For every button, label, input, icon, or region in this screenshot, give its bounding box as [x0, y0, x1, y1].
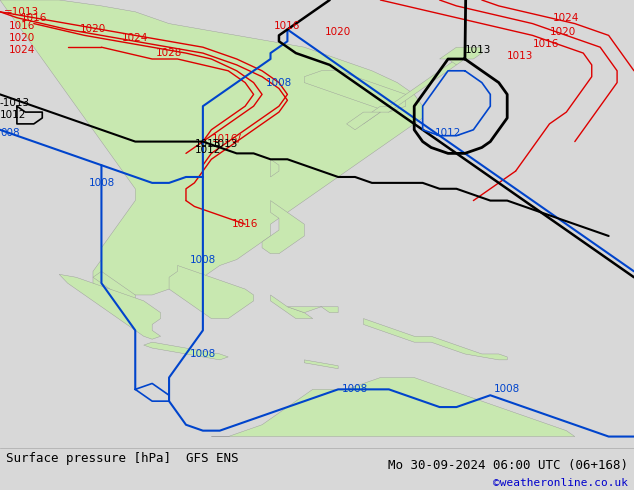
Text: 1024: 1024 [553, 13, 579, 23]
Text: Surface pressure [hPa]  GFS ENS: Surface pressure [hPa] GFS ENS [6, 452, 239, 465]
Polygon shape [363, 318, 507, 360]
Text: =1013: =1013 [4, 7, 39, 17]
Polygon shape [169, 266, 254, 319]
Text: 1024: 1024 [8, 45, 35, 55]
Text: 1013: 1013 [465, 45, 491, 55]
Text: -1013: -1013 [0, 98, 30, 108]
Polygon shape [347, 112, 380, 130]
Polygon shape [271, 159, 279, 177]
Polygon shape [304, 360, 338, 368]
Text: 1020: 1020 [8, 33, 35, 43]
Text: 1013: 1013 [211, 140, 238, 149]
Text: 1016: 1016 [275, 22, 301, 31]
Polygon shape [304, 71, 406, 112]
Text: 1016: 1016 [232, 219, 258, 229]
Text: 1008: 1008 [190, 255, 216, 265]
Text: Mo 30-09-2024 06:00 UTC (06+168): Mo 30-09-2024 06:00 UTC (06+168) [387, 459, 628, 472]
Text: 1008: 1008 [494, 384, 521, 394]
Polygon shape [144, 342, 228, 360]
Polygon shape [93, 271, 135, 301]
Polygon shape [355, 59, 456, 124]
Text: 1016: 1016 [21, 13, 47, 23]
Polygon shape [439, 47, 482, 65]
Polygon shape [271, 295, 313, 319]
Text: 1008: 1008 [88, 178, 115, 188]
Text: 1028: 1028 [156, 48, 182, 58]
Text: 1020: 1020 [325, 27, 351, 37]
Text: 1016: 1016 [8, 22, 35, 31]
Text: 008: 008 [0, 128, 20, 138]
Polygon shape [262, 200, 304, 254]
Text: 1020: 1020 [550, 27, 576, 37]
Polygon shape [0, 0, 423, 295]
Text: 1008: 1008 [266, 77, 292, 88]
Text: 1013: 1013 [507, 51, 534, 61]
Text: 1012: 1012 [435, 128, 461, 138]
Text: 1020: 1020 [80, 24, 106, 34]
Text: 1012: 1012 [195, 146, 221, 155]
Text: 1008: 1008 [190, 349, 216, 359]
Text: ©weatheronline.co.uk: ©weatheronline.co.uk [493, 478, 628, 488]
Polygon shape [287, 307, 338, 313]
Text: 1016/: 1016/ [211, 134, 241, 144]
Polygon shape [211, 378, 575, 437]
Text: 1016: 1016 [533, 39, 559, 49]
Text: 1012: 1012 [0, 110, 27, 120]
Text: 1013: 1013 [195, 140, 221, 149]
Text: 1008: 1008 [342, 384, 368, 394]
Polygon shape [59, 274, 160, 339]
Text: 1024: 1024 [122, 33, 148, 43]
